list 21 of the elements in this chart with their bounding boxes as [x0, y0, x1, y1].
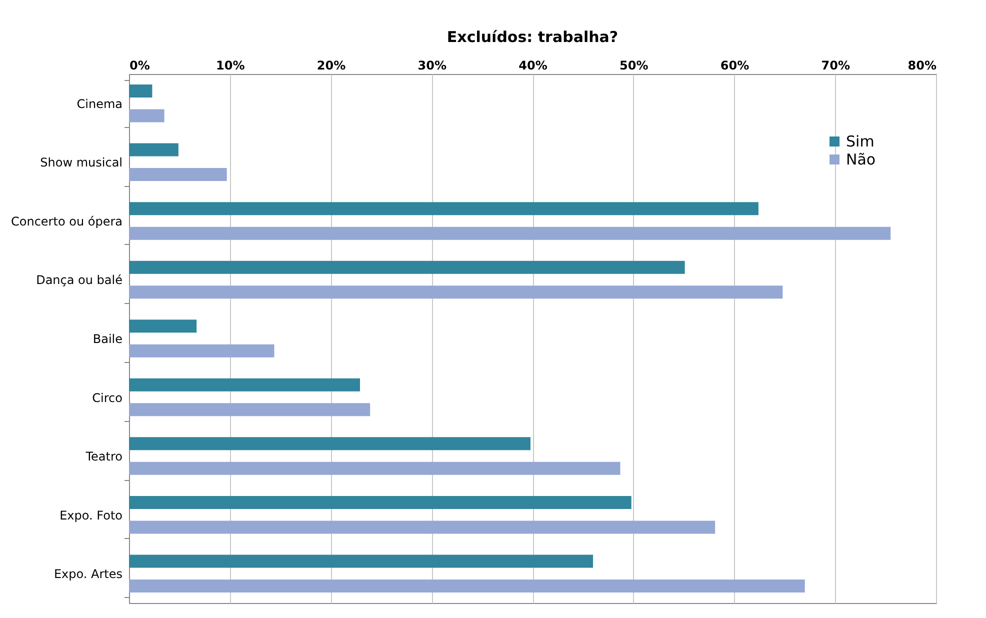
legend-label: Sim — [846, 132, 874, 150]
x-tick-label: 80% — [908, 58, 936, 72]
x-tick-label: 50% — [620, 58, 648, 72]
y-tick-label: Expo. Artes — [54, 567, 122, 582]
x-tick-label: 0% — [130, 58, 150, 72]
x-tick-label: 10% — [216, 58, 245, 72]
x-tick-label: 60% — [720, 58, 750, 72]
y-tick-label: Circo — [92, 390, 122, 405]
y-tick-label: Show musical — [40, 156, 122, 170]
y-tick-label: Baile — [92, 332, 122, 346]
x-tick-label: 40% — [518, 58, 548, 72]
y-tick-label: Concerto ou ópera — [11, 214, 122, 228]
y-tick-label: Dança ou balé — [36, 273, 122, 288]
x-tick-label: 70% — [821, 58, 850, 72]
legend-label: Não — [846, 150, 876, 168]
y-tick-label: Cinema — [76, 96, 122, 111]
y-tick-label: Teatro — [84, 450, 122, 464]
x-tick-label: 30% — [418, 58, 446, 72]
y-tick-label: Expo. Foto — [60, 508, 122, 522]
chart-title: Excluídos: trabalha? — [446, 28, 618, 46]
x-tick-label: 20% — [316, 58, 346, 72]
